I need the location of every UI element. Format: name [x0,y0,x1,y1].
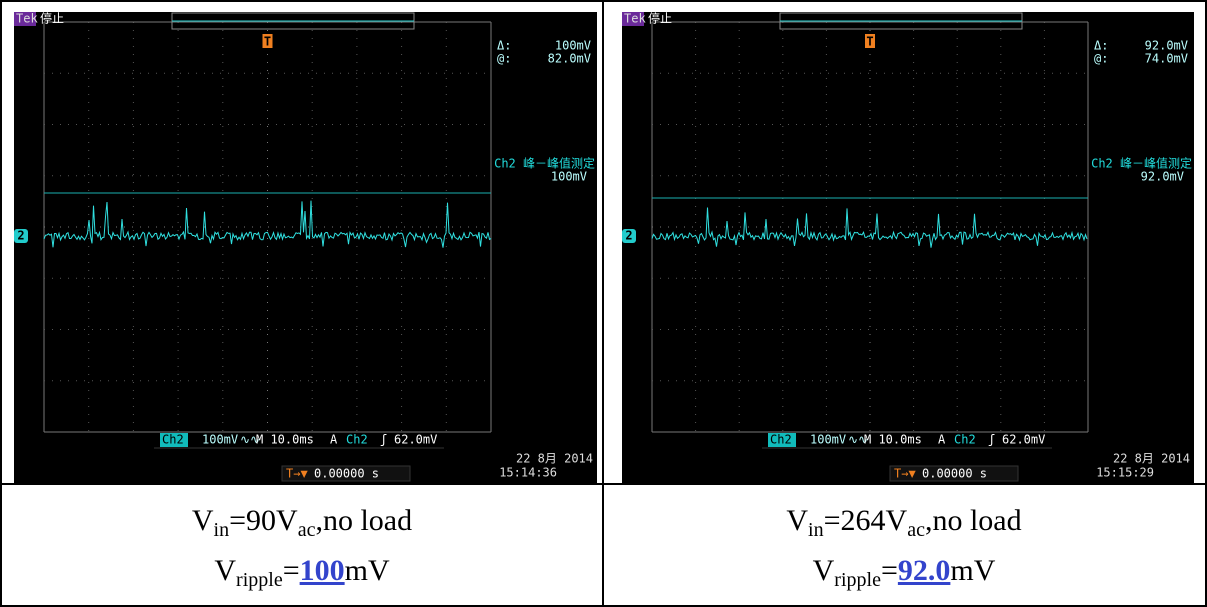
brand: Tek [624,12,646,26]
caption-text: mV [950,554,995,587]
caption-text: = [283,554,300,587]
trigger-mode: A [938,433,946,447]
delta-label: Δ: [497,39,511,53]
timebase: M 10.0ms [864,433,922,447]
caption-text: V [192,504,214,537]
caption-line: Vripple=100mV [2,554,602,588]
caption-text: V [214,554,236,587]
caption-line: Vin=264Vac,no load [604,504,1204,538]
delta: 92.0mV [1145,39,1188,53]
subscript: in [808,519,824,541]
channel-marker: 2 [17,229,24,243]
screen [622,12,1194,483]
delta: 100mV [555,39,591,53]
vertical-scale: 100mV [810,433,846,447]
channel-label: Ch2 [162,433,184,447]
document: Vin=90Vac,no loadVripple=100mV Vin=264Va… [0,0,1207,607]
border [0,483,1207,485]
subscript: ac [907,519,925,541]
trigger-slope: ʃ [380,433,387,447]
time: 15:15:29 [1096,466,1154,480]
at-label: @: [497,52,511,66]
caption-text: ,no load [315,504,412,537]
trigger-mode: A [330,433,338,447]
caption-text: =264V [824,504,908,537]
time: 15:14:36 [499,466,557,480]
trigger-marker: T [866,35,873,49]
subscript: in [214,519,230,541]
at: 74.0mV [1145,52,1188,66]
caption-text: ,no load [925,504,1022,537]
vertical-scale: 100mV [202,433,238,447]
delta-label: Δ: [1094,39,1108,53]
trigger-position-icon: T→▼ [894,467,916,481]
trigger-slope: ʃ [988,433,995,447]
caption-text: V [813,554,835,587]
caption-text: =90V [229,504,298,537]
trigger-position-icon: T→▼ [286,467,308,481]
trigger-position: 0.00000 s [922,467,987,481]
channel-marker: 2 [625,229,632,243]
trigger-level: 62.0mV [1002,433,1045,447]
trigger-level: 62.0mV [394,433,437,447]
measure-value: 100mV [551,170,587,184]
run-state: 停止 [40,12,64,26]
trigger-marker: T [264,35,271,49]
caption-text: 92.0 [898,554,951,587]
caption-text: = [881,554,898,587]
caption-line: Vin=90Vac,no load [2,504,602,538]
brand: Tek [16,12,38,26]
trigger-position: 0.00000 s [314,467,379,481]
measure-value: 92.0mV [1141,170,1184,184]
measure-title: Ch2 峰－峰值测定 [494,156,595,171]
at: 82.0mV [548,52,591,66]
date: 22 8月 2014 [516,452,593,466]
channel-label: Ch2 [770,433,792,447]
date: 22 8月 2014 [1113,452,1190,466]
at-label: @: [1094,52,1108,66]
subscript: ripple [834,569,881,591]
run-state: 停止 [648,12,672,26]
caption-text: V [786,504,808,537]
measure-title: Ch2 峰－峰值测定 [1091,156,1192,171]
subscript: ac [298,519,316,541]
trigger-source: Ch2 [346,433,368,447]
caption-text: 100 [300,554,345,587]
caption-line: Vripple=92.0mV [604,554,1204,588]
caption-text: mV [345,554,390,587]
screen [14,12,597,483]
subscript: ripple [236,569,283,591]
trigger-source: Ch2 [954,433,976,447]
timebase: M 10.0ms [256,433,314,447]
